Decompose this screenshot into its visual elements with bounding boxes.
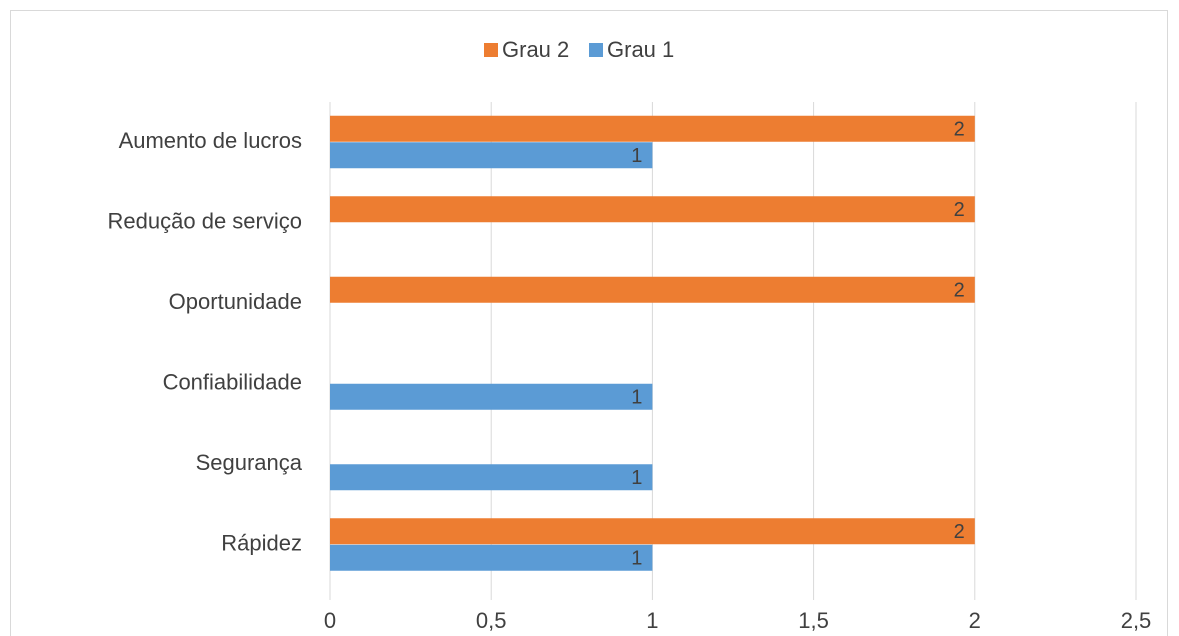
x-tick-label: 2 [969,608,981,633]
data-label: 1 [631,547,642,569]
x-tick-label: 1,5 [798,608,829,633]
y-tick-label: Confiabilidade [163,370,302,395]
y-tick-label: Redução de serviço [108,209,302,234]
data-label: 2 [954,199,965,221]
y-tick-label: Aumento de lucros [119,128,302,153]
y-tick-label: Oportunidade [169,289,302,314]
bar [330,196,975,223]
x-tick-label: 2,5 [1121,608,1152,633]
legend-label: Grau 1 [607,37,674,62]
legend-swatch [589,43,603,57]
data-label: 1 [631,145,642,167]
legend-swatch [484,43,498,57]
data-label: 2 [954,279,965,301]
bar [330,544,653,571]
bar [330,383,653,410]
bar [330,464,653,491]
x-tick-label: 0 [324,608,336,633]
legend-label: Grau 2 [502,37,569,62]
bar [330,518,975,545]
data-label: 2 [954,521,965,543]
y-tick-label: Rápidez [221,531,302,556]
bar [330,142,653,169]
data-label: 2 [954,118,965,140]
x-tick-label: 0,5 [476,608,507,633]
x-tick-label: 1 [646,608,658,633]
bar [330,115,975,142]
data-label: 1 [631,386,642,408]
y-tick-label: Segurança [196,450,303,475]
data-label: 1 [631,467,642,489]
bar [330,276,975,303]
